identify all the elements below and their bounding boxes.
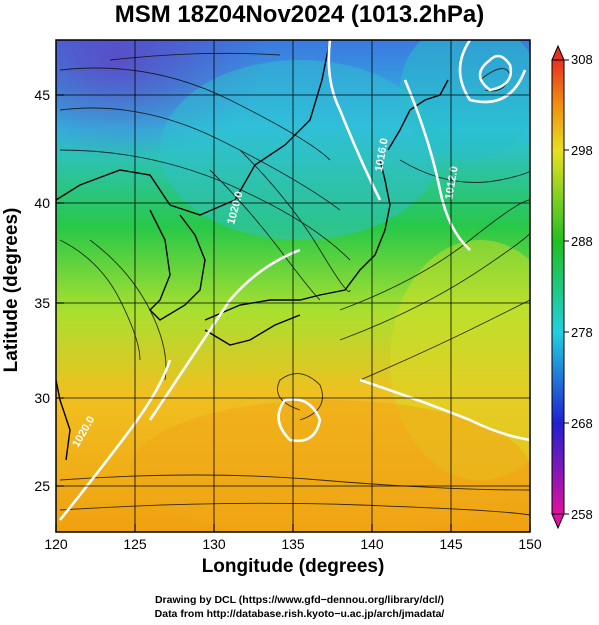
x-tick-125: 125	[123, 536, 147, 552]
colorbar-scale	[551, 59, 565, 515]
map-grid	[56, 40, 530, 532]
colorbar: 308 298 288 278 268 258	[551, 44, 593, 530]
colorbar-bottom-arrow	[551, 513, 565, 530]
credit-data: Data from http://database.rish.kyoto−u.a…	[154, 608, 445, 620]
temperature-field	[56, 40, 530, 532]
x-tick-140: 140	[360, 536, 384, 552]
x-axis	[55, 524, 531, 532]
x-tick-labels: 120 125 130 135 140 145 150	[44, 536, 542, 552]
map-title: MSM 18Z04Nov2024 (1013.2hPa)	[114, 1, 485, 28]
colorbar-tick-268: 268	[571, 416, 593, 431]
isobar-label-1016: 1016.0	[373, 137, 391, 172]
isobar-label-1012: 1012.0	[443, 165, 461, 200]
coastlines	[56, 40, 449, 461]
colorbar-tick-308: 308	[571, 52, 593, 67]
x-tick-150: 150	[518, 536, 542, 552]
x-tick-145: 145	[439, 536, 463, 552]
colorbar-tick-298: 298	[571, 143, 593, 158]
wind-streamlines	[59, 52, 530, 516]
x-tick-130: 130	[202, 536, 226, 552]
y-tick-labels: 45 40 35 30 25	[34, 87, 50, 494]
y-tick-25: 25	[34, 478, 50, 494]
colorbar-tick-288: 288	[571, 234, 593, 249]
y-tick-40: 40	[34, 195, 50, 211]
y-tick-30: 30	[34, 390, 50, 406]
isobars	[58, 40, 530, 521]
colorbar-tick-258: 258	[571, 507, 593, 522]
y-tick-35: 35	[34, 295, 50, 311]
isobar-labels: 1016.0 1012.0 1020.0 1020.0	[70, 137, 461, 449]
credit-drawing: Drawing by DCL (https://www.gfd−dennou.o…	[154, 594, 445, 606]
weather-map-plot: 1016.0 1012.0 1020.0 1020.0 120 125 130 …	[34, 39, 593, 552]
x-tick-135: 135	[281, 536, 305, 552]
colorbar-top-arrow	[551, 44, 565, 61]
y-axis-label: Latitude (degrees)	[1, 207, 22, 373]
colorbar-tick-278: 278	[571, 325, 593, 340]
y-axis	[56, 94, 64, 487]
y-tick-45: 45	[34, 87, 50, 103]
x-axis-label: Longitude (degrees)	[201, 556, 385, 577]
x-tick-120: 120	[44, 536, 68, 552]
